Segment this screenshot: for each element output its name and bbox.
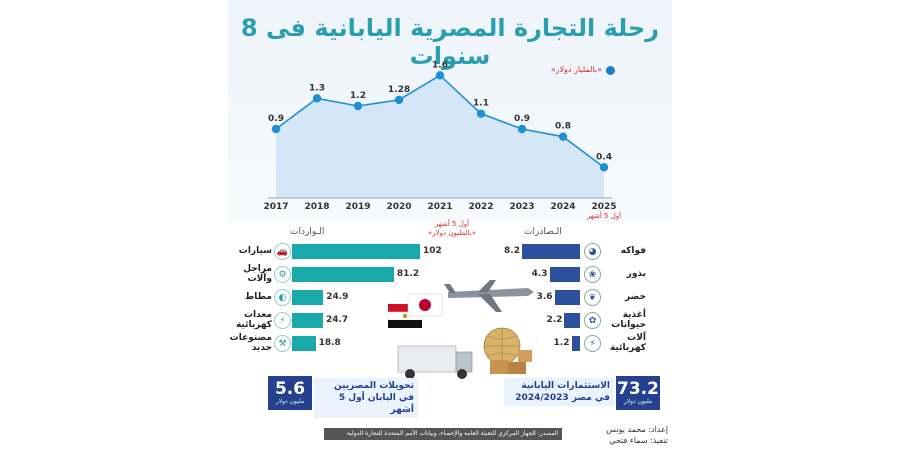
import-value-2: 24.9 <box>326 292 349 302</box>
export-value-2: 3.6 <box>536 292 553 302</box>
data-label-2021: 1.6 <box>432 60 448 70</box>
data-point-2020 <box>394 95 404 105</box>
data-point-2023 <box>517 124 527 134</box>
data-label-2024: 0.8 <box>555 122 571 132</box>
export-label-1: بذور <box>626 269 646 279</box>
trade-line-chart: 0.9 2017 1.3 2018 1.2 2019 1.28 2020 1.6 2021 1.1 2… <box>263 60 621 220</box>
data-label-2017: 0.9 <box>268 114 284 124</box>
export-bar-0 <box>522 244 580 259</box>
investments-value: 73.2 <box>616 376 660 410</box>
period-note: أول 5 أشهر «بالمليون دولار» <box>424 220 480 238</box>
data-point-2018 <box>312 94 322 103</box>
animal-feed-icon: ✿ <box>584 312 601 329</box>
import-label-2: مطاط <box>244 292 272 302</box>
data-point-2019 <box>353 101 363 111</box>
import-bar-1 <box>292 267 394 282</box>
credits: إعداد: محمد يونس تنفيذ: سماء فتحي <box>584 424 668 446</box>
truck-icon <box>397 345 473 379</box>
exports-heading: الـصادرات <box>524 227 562 237</box>
export-label-0: فواكه <box>620 246 646 256</box>
import-bar-0 <box>292 244 420 259</box>
last-year-note: أول 5 أشهر <box>586 211 621 220</box>
import-value-1: 81.2 <box>396 269 420 279</box>
export-bar-3 <box>564 313 580 328</box>
period-note-line1: أول 5 أشهر <box>434 220 470 228</box>
x-tick-2020: 2020 <box>386 202 411 212</box>
export-bar-1 <box>549 267 580 282</box>
investments-label: الاستثمارات اليابانية في مصر 2024/2023 <box>504 378 614 406</box>
gear-icon: ⚙ <box>274 266 291 283</box>
cargo-boxes-icon <box>490 350 532 374</box>
x-tick-2017: 2017 <box>263 202 288 212</box>
export-bar-2 <box>554 290 580 305</box>
data-point-2017 <box>271 124 281 134</box>
investments-box: 73.2 مليون دولار الاستثمارات اليابانية ف… <box>504 376 660 410</box>
data-label-2023: 0.9 <box>514 114 530 124</box>
unit-label: «بالمليار دولار» <box>550 65 602 74</box>
import-label-1: مراجل وآلات <box>243 264 272 284</box>
import-value-3: 24.7 <box>325 315 349 325</box>
electric-icon: ⚡ <box>274 312 291 329</box>
data-label-2020: 1.28 <box>388 85 410 95</box>
electric-machine-icon: ⚡ <box>584 335 601 352</box>
export-label-4: آلات كهربائية <box>609 333 646 353</box>
import-value-4: 18.8 <box>318 338 341 348</box>
airplane-icon <box>444 280 534 312</box>
credit-design: تنفيذ: سماء فتحي <box>609 436 668 445</box>
import-label-0: سيارات <box>238 246 272 256</box>
import-bar-3 <box>292 313 323 328</box>
data-label-2025: 0.4 <box>596 152 612 162</box>
export-bar-4 <box>571 336 580 351</box>
trade-illustration <box>387 280 534 379</box>
x-tick-2019: 2019 <box>345 202 370 212</box>
seeds-icon: ❀ <box>584 266 601 283</box>
data-label-2022: 1.1 <box>473 99 489 109</box>
data-point-2021 <box>435 71 445 80</box>
data-point-2022 <box>476 109 486 118</box>
poster: رحلة التجارة المصرية اليابانية فى 8 سنوا… <box>228 0 672 450</box>
remittances-box: 5.6 مليون دولار تحويلات المصريين في اليا… <box>268 376 418 418</box>
export-value-1: 4.3 <box>531 269 548 279</box>
period-note-line2: «بالمليون دولار» <box>427 229 477 237</box>
rubber-icon: ◐ <box>274 289 291 306</box>
x-tick-2025: 2025 <box>591 202 616 212</box>
import-bar-2 <box>292 290 324 305</box>
x-tick-2021: 2021 <box>427 202 452 212</box>
page-title: رحلة التجارة المصرية اليابانية فى 8 سنوا… <box>240 14 660 70</box>
data-point-2025 <box>599 163 609 172</box>
globe-icon <box>483 327 521 365</box>
export-value-3: 2.2 <box>546 315 563 325</box>
data-label-2019: 1.2 <box>350 91 366 101</box>
import-bar-4 <box>292 336 316 351</box>
import-label-3: معدات كهربائية <box>235 310 272 330</box>
credit-prepared: إعداد: محمد يونس <box>606 425 668 434</box>
data-label-2018: 1.3 <box>309 83 325 93</box>
import-label-4: مصنوعات حديد <box>229 333 272 353</box>
x-tick-2018: 2018 <box>304 202 329 212</box>
x-tick-2024: 2024 <box>550 202 575 212</box>
imports-heading: الـواردات <box>290 227 325 237</box>
data-point-2024 <box>558 132 568 141</box>
remittances-value: 5.6 <box>268 376 312 410</box>
investments-unit: مليون دولار <box>623 398 653 405</box>
source-note: المصدر: الجهاز المركزي للتعبئة العامة وا… <box>324 428 562 440</box>
iron-icon: ⚒ <box>274 335 291 352</box>
unit-dot-icon <box>606 66 615 75</box>
export-value-0: 8.2 <box>504 246 520 256</box>
export-value-4: 1.2 <box>553 338 570 348</box>
export-label-2: خضر <box>625 292 646 302</box>
chart-area <box>276 75 604 198</box>
remittances-unit: مليون دولار <box>275 398 305 405</box>
x-tick-2022: 2022 <box>468 202 493 212</box>
car-icon: 🚗 <box>274 243 291 260</box>
import-value-0: 102 <box>423 246 442 256</box>
remittances-label: تحويلات المصريين في اليابان أول 5 أشهر <box>314 378 418 418</box>
export-label-3: أغذية حيوانات <box>611 310 646 330</box>
japan-flag-icon <box>407 293 443 317</box>
vegetables-icon: ❦ <box>584 289 601 306</box>
x-tick-2023: 2023 <box>509 202 534 212</box>
fruit-icon: ◕ <box>584 243 601 260</box>
